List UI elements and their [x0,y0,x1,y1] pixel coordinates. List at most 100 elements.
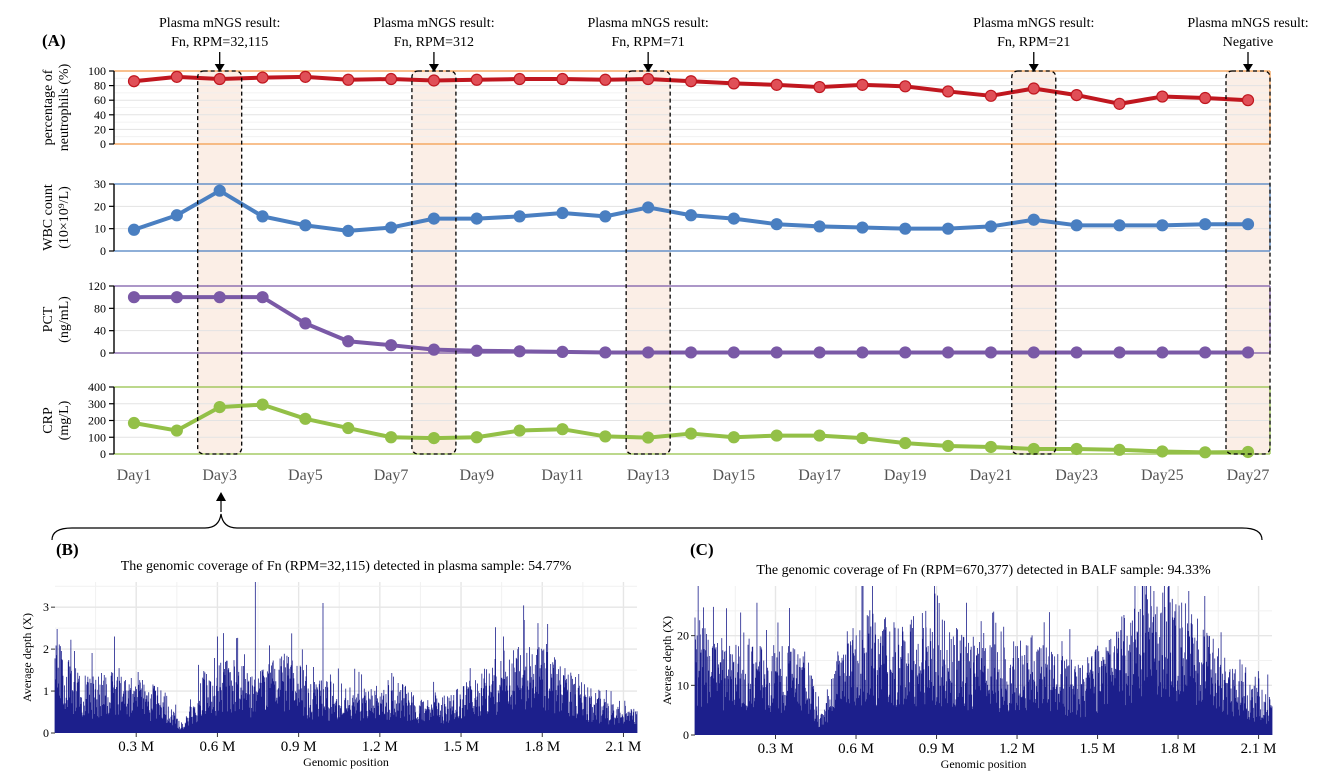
data-point [170,424,183,437]
y-tick-label: 100 [88,64,106,78]
data-point [342,335,355,348]
y-axis-label-line: WBC count [41,184,56,251]
data-point [342,421,355,435]
x-tick-label: Day11 [541,467,583,484]
annotation-line2: Fn, RPM=32,115 [171,35,268,50]
data-point [770,346,783,359]
data-point [899,437,912,450]
x-tick-label: Day3 [202,467,237,484]
data-point [1241,94,1255,107]
x-tick-label: Day21 [970,467,1013,484]
data-point [599,346,612,359]
data-point [727,346,740,359]
y-axis-label-line: neutrophils (%) [57,63,72,151]
highlight-band-day3 [197,71,242,454]
annotation-line1: Plasma mNGS result: [973,16,1094,31]
y-axis-label-line: percentage of [41,69,56,145]
coverage-bars [54,582,638,733]
annotation-line1: Plasma mNGS result: [159,16,280,31]
x-tick-label: Day19 [884,467,927,484]
data-point [384,72,398,86]
coverage-title: The genomic coverage of Fn (RPM=670,377)… [756,563,1211,578]
data-point [1199,91,1212,105]
highlight-band-day13 [626,71,671,454]
data-point [556,72,569,86]
data-point [599,73,612,86]
y-tick-label: 0 [683,728,689,742]
panel-label-a: (A) [42,31,66,50]
x-tick-label: Day13 [627,467,670,484]
data-point [470,73,483,86]
y-tick-label: 40 [94,108,106,122]
y-axis-label: Average depth (X) [660,616,674,705]
data-point [941,346,955,359]
x-tick-label: Day7 [374,467,409,484]
data-point [127,75,141,88]
y-tick-label: 10 [677,678,689,692]
data-point [1199,446,1212,459]
data-point [813,220,826,233]
panel-c-coverage: The genomic coverage of Fn (RPM=670,377)… [660,563,1277,771]
x-tick-label: 0.9 M [281,739,317,755]
y-tick-label: 2 [43,642,49,656]
y-tick-label: 0 [100,447,106,461]
data-point [299,412,312,425]
data-point [256,71,269,84]
y-axis-label-line: (10×10⁹/L) [57,186,72,249]
x-tick-label: 1.2 M [362,739,398,755]
data-point [1027,82,1040,95]
x-tick-label: Day5 [288,467,323,484]
x-tick-label: 2.1 M [1241,741,1277,757]
data-point [984,220,998,233]
x-tick-label: Day9 [459,467,494,484]
y-axis-label: WBC count(10×10⁹/L) [41,184,72,251]
y-tick-label: 40 [94,324,106,338]
data-point [770,218,783,231]
data-point [684,75,698,88]
data-point [770,429,783,442]
annotation-arrow-head [214,64,225,72]
y-tick-label: 80 [94,301,106,315]
y-axis-label-line: CRP [41,407,56,434]
data-point [599,210,612,223]
data-point [1113,443,1126,456]
data-point [256,291,269,304]
data-point [856,221,869,234]
data-point [1241,445,1255,459]
data-point [213,291,226,304]
data-point [856,78,869,91]
data-point [856,346,869,359]
y-tick-label: 0 [43,726,49,740]
data-point [1027,442,1040,456]
panel-b-coverage: The genomic coverage of Fn (RPM=32,115) … [20,559,641,769]
data-point [513,345,526,358]
data-point [427,74,441,87]
data-point [1070,88,1083,102]
x-axis-label: Genomic position [941,757,1027,771]
data-point [470,344,483,357]
data-point [513,72,526,86]
data-point [1027,346,1040,359]
annotation-arrow-head [1028,64,1039,72]
data-point [384,339,398,352]
data-point [1070,442,1083,456]
data-point [642,72,655,86]
data-point [1027,213,1040,226]
data-point [1113,97,1126,110]
data-point [899,222,912,235]
data-point [213,401,226,414]
annotation-arrow-head [428,64,439,72]
x-tick-label: Day15 [713,467,756,484]
data-point [213,184,226,197]
data-point [899,80,912,93]
y-tick-label: 100 [88,430,106,444]
x-tick-label: 0.3 M [758,741,794,757]
y-tick-label: 10 [94,222,106,236]
x-tick-label: 2.1 M [606,739,642,755]
y-axis-label-line: (mg/L) [57,400,72,440]
data-point [684,427,698,440]
highlight-band-day8 [411,71,456,454]
data-point [427,343,441,356]
data-point [941,439,955,453]
data-point [1156,90,1169,103]
